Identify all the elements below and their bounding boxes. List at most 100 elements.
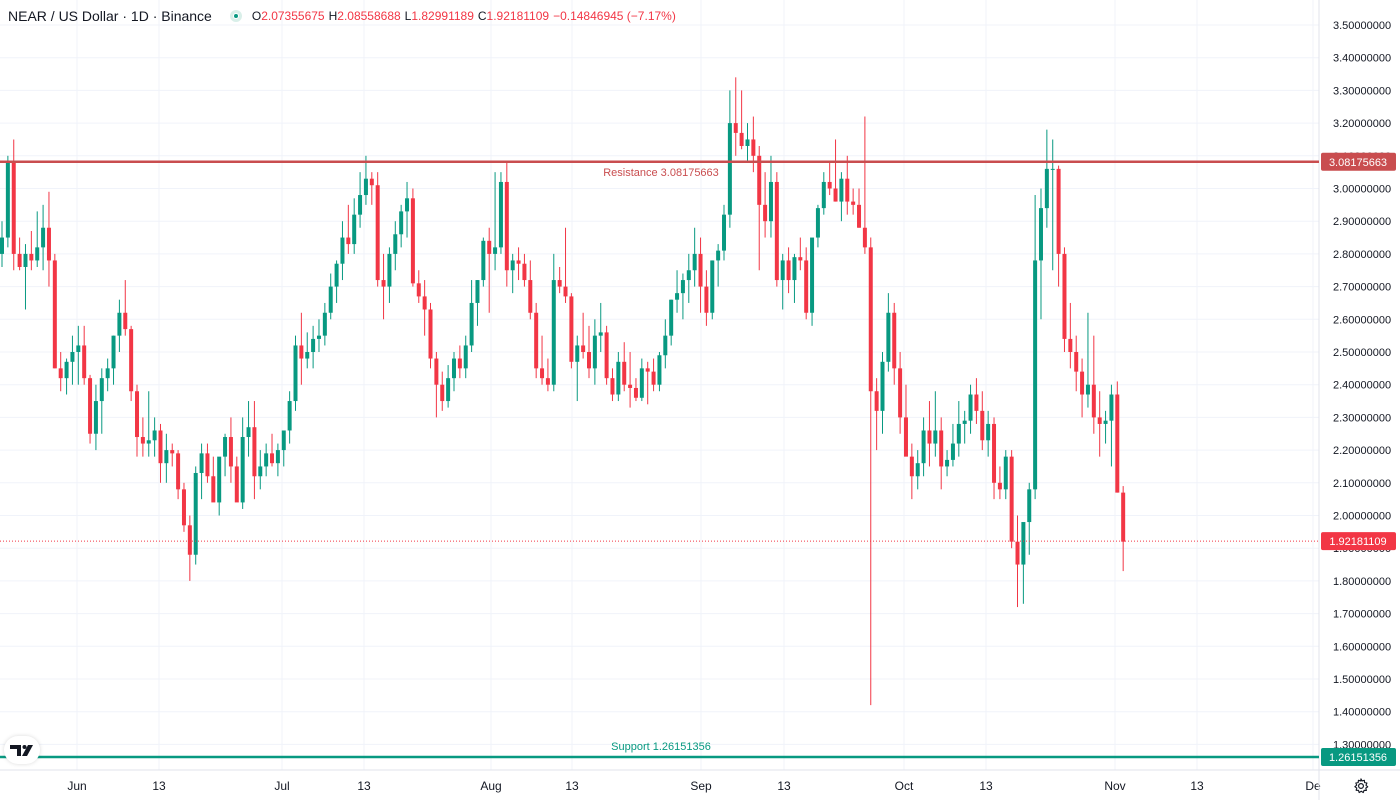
candle-body — [193, 472, 198, 555]
candle-body — [23, 253, 28, 267]
candle-body — [1044, 168, 1049, 209]
candle-body — [1027, 489, 1032, 523]
candle — [827, 162, 832, 196]
candle — [551, 253, 556, 392]
candles — [0, 77, 1126, 706]
candle — [205, 443, 210, 483]
tradingview-logo-icon[interactable] — [4, 736, 40, 764]
candle — [974, 378, 979, 424]
candle-body — [727, 123, 732, 215]
candle-body — [387, 253, 392, 287]
candle — [240, 417, 245, 509]
candle-body — [111, 335, 116, 369]
candle — [211, 456, 216, 503]
candle-body — [223, 437, 228, 457]
candle-body — [751, 139, 756, 156]
candle — [1068, 302, 1073, 369]
candle-body — [616, 361, 621, 395]
candle-body — [129, 329, 134, 392]
candle-body — [0, 237, 4, 254]
candle-body — [76, 345, 81, 352]
candle — [264, 443, 269, 477]
price-tick-label: 3.20000000 — [1333, 118, 1391, 130]
candle-body — [504, 181, 509, 271]
support-price-badge — [1321, 748, 1396, 766]
candle — [680, 273, 685, 320]
candle-body — [93, 401, 98, 434]
candle-body — [833, 188, 838, 202]
candle — [616, 352, 621, 402]
price-tick-label: 2.70000000 — [1333, 282, 1391, 294]
candle-body — [610, 378, 615, 395]
candle — [810, 237, 815, 326]
candle-body — [270, 453, 275, 464]
candle — [311, 325, 316, 369]
candle-body — [763, 204, 768, 222]
candle-body — [698, 253, 703, 287]
time-tick-label: De — [1305, 779, 1321, 793]
candle-body — [1080, 371, 1085, 395]
candle — [305, 332, 310, 369]
candle-body — [246, 427, 251, 438]
support-price-badge-text: 1.26151356 — [1329, 752, 1387, 764]
candle-body — [463, 345, 468, 369]
price-tick-label: 2.50000000 — [1333, 347, 1391, 359]
candle — [698, 237, 703, 313]
candle — [986, 410, 991, 457]
candle — [487, 227, 492, 313]
resistance-label: Resistance 3.08175663 — [603, 167, 719, 179]
candle — [146, 391, 151, 457]
candle-body — [968, 394, 973, 421]
candle — [1074, 335, 1079, 392]
ohlc-high: H2.08558688 — [328, 9, 401, 23]
candle — [997, 466, 1002, 500]
candle-body — [158, 430, 163, 464]
candle — [716, 244, 721, 287]
candle-body — [633, 387, 638, 398]
candle-body — [410, 198, 415, 284]
candle — [581, 312, 586, 359]
candle-body — [722, 214, 727, 251]
candle-body — [992, 423, 997, 483]
candle — [228, 417, 233, 483]
candle-body — [299, 345, 304, 359]
candle — [880, 352, 885, 434]
gear-icon[interactable] — [1352, 777, 1370, 795]
candle-body — [328, 286, 333, 313]
candle — [633, 378, 638, 402]
candle-body — [205, 453, 210, 477]
candle — [64, 358, 69, 395]
candle — [545, 358, 550, 392]
candle-body — [487, 240, 492, 254]
candle-body — [434, 358, 439, 385]
candle — [270, 433, 275, 467]
candle — [176, 450, 181, 500]
candle — [874, 378, 879, 451]
candle-body — [181, 489, 186, 526]
candle — [99, 368, 104, 434]
candle — [968, 384, 973, 434]
candle-body — [551, 280, 556, 385]
candle — [117, 299, 122, 352]
candle — [592, 319, 597, 385]
candle — [299, 312, 304, 385]
candle — [469, 280, 474, 352]
candle — [1097, 391, 1102, 457]
candle-body — [46, 227, 51, 261]
candle-body — [950, 443, 955, 460]
symbol-title[interactable]: NEAR / US Dollar · 1D · Binance — [8, 8, 212, 24]
candle — [1015, 515, 1020, 608]
candle-body — [704, 286, 709, 313]
candle-body — [1015, 541, 1020, 565]
candle — [727, 90, 732, 228]
candle — [686, 253, 691, 303]
candle-body — [234, 466, 239, 503]
price-tick-label: 2.20000000 — [1333, 445, 1391, 457]
candle — [217, 456, 222, 516]
candle-body — [446, 378, 451, 402]
candle-body — [187, 525, 192, 555]
candle — [451, 352, 456, 392]
candle — [669, 299, 674, 346]
candle-body — [1068, 338, 1073, 352]
